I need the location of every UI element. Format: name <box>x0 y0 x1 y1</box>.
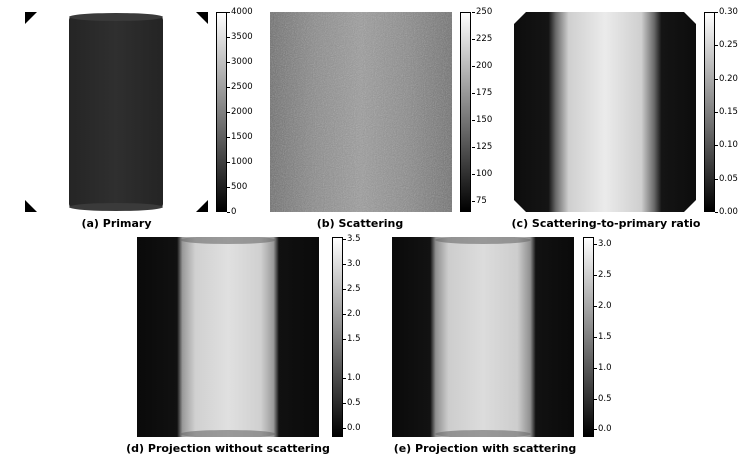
colorbar-tick: 0.30 <box>715 7 738 17</box>
colorbar-tick: 4000 <box>227 7 253 17</box>
primary-colorbar <box>216 12 227 212</box>
colorbar-tick: 3500 <box>227 32 253 42</box>
projection-without-scattering-colorbar <box>332 237 343 437</box>
colorbar-tick: 0.05 <box>715 174 738 184</box>
caption-projection-with-scattering: (e) Projection with scattering <box>393 442 577 455</box>
colorbar-tick: 75 <box>472 196 487 206</box>
colorbar-tick: 125 <box>471 142 493 152</box>
colorbar-tick: 3000 <box>227 57 253 67</box>
colorbar-tick: 0.20 <box>715 74 738 84</box>
colorbar-tick: 2500 <box>227 82 253 92</box>
projection-with-scattering-image <box>392 237 574 437</box>
colorbar-tick: 100 <box>471 169 493 179</box>
colorbar-tick: 0.5 <box>594 394 612 404</box>
colorbar-tick: 2000 <box>227 107 253 117</box>
colorbar-tick: 2.5 <box>594 270 612 280</box>
colorbar-tick: 1000 <box>227 157 253 167</box>
caption-ratio: (c) Scattering-to-primary ratio <box>511 217 701 230</box>
colorbar-tick: 0.0 <box>343 423 361 433</box>
caption-scattering: (b) Scattering <box>316 217 404 230</box>
projection-with-scattering-colorbar <box>583 237 594 437</box>
projection-without-scattering-image <box>137 237 319 437</box>
colorbar-tick: 0.15 <box>715 107 738 117</box>
colorbar-tick: 150 <box>471 115 493 125</box>
colorbar-tick: 500 <box>226 182 248 192</box>
ratio-colorbar <box>704 12 715 212</box>
colorbar-tick: 2.5 <box>343 284 361 294</box>
colorbar-tick: 175 <box>471 88 493 98</box>
colorbar-tick: 200 <box>471 61 493 71</box>
primary-image <box>25 12 208 212</box>
scattering-colorbar <box>460 12 471 212</box>
colorbar-tick: 1500 <box>227 132 253 142</box>
scattering-image <box>270 12 452 212</box>
colorbar-tick: 3.0 <box>594 239 612 249</box>
colorbar-tick: 250 <box>471 7 493 17</box>
colorbar-tick: 0.25 <box>715 40 738 50</box>
colorbar-tick: 1.5 <box>343 334 361 344</box>
colorbar-tick: 0.0 <box>594 424 612 434</box>
colorbar-tick: 0.10 <box>715 140 738 150</box>
colorbar-tick: 0.00 <box>715 207 738 217</box>
ratio-image <box>514 12 696 212</box>
colorbar-tick: 2.0 <box>594 301 612 311</box>
colorbar-tick: 0.5 <box>343 398 361 408</box>
colorbar-tick: 1.0 <box>343 373 361 383</box>
colorbar-tick: 1.5 <box>594 332 612 342</box>
colorbar-tick: 3.0 <box>343 259 361 269</box>
colorbar-tick: 2.0 <box>343 309 361 319</box>
caption-projection-without-scattering: (d) Projection without scattering <box>126 442 330 455</box>
colorbar-tick: 225 <box>471 34 493 44</box>
colorbar-tick: 1.0 <box>594 363 612 373</box>
colorbar-tick: 0 <box>226 207 237 217</box>
colorbar-tick: 3.5 <box>343 234 361 244</box>
caption-primary: (a) Primary <box>81 217 152 230</box>
